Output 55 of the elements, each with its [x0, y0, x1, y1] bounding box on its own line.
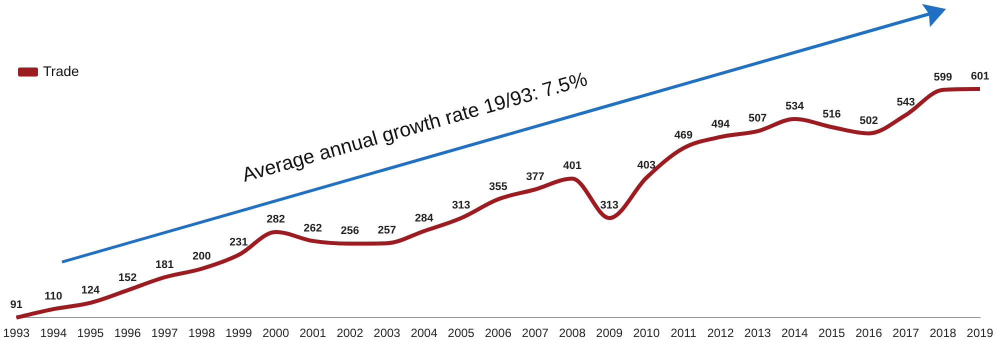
data-label: 282: [266, 214, 285, 226]
data-label: 181: [155, 258, 174, 271]
data-label: 124: [81, 284, 101, 296]
x-tick-label: 2011: [670, 326, 697, 340]
data-label: 91: [10, 299, 22, 312]
x-tick-label: 2006: [484, 326, 512, 340]
x-tick-label: 1993: [2, 326, 30, 340]
x-tick-label: 2001: [300, 326, 327, 340]
x-tick-label: 2002: [336, 326, 364, 340]
data-label: 401: [563, 160, 582, 172]
data-label: 469: [674, 130, 693, 142]
x-tick-label: 1997: [151, 326, 178, 340]
data-label: 256: [340, 225, 360, 238]
legend-label: Trade: [43, 62, 80, 79]
x-tick-label: 2009: [596, 326, 624, 340]
data-label: 377: [526, 170, 544, 183]
data-label: 200: [192, 250, 211, 262]
data-label: 534: [786, 100, 805, 113]
data-label: 231: [230, 236, 248, 248]
x-tick-label: 2010: [633, 326, 660, 340]
x-tick-label: 2017: [892, 326, 920, 340]
x-tick-label: 1998: [188, 326, 216, 340]
x-tick-label: 2005: [448, 326, 475, 340]
data-label: 507: [748, 112, 767, 125]
x-tick-label: 2000: [262, 326, 290, 340]
x-tick-label: 1995: [77, 326, 104, 340]
x-tick-label: 2018: [930, 326, 957, 340]
data-label: 152: [118, 272, 137, 284]
data-label: 494: [711, 118, 731, 130]
data-label: 355: [488, 180, 508, 193]
x-tick-label: 2007: [522, 326, 549, 340]
x-tick-label: 2014: [781, 326, 808, 340]
x-tick-label: 1996: [114, 326, 142, 340]
data-label: 601: [970, 70, 990, 83]
data-label: 262: [304, 222, 322, 234]
x-tick-label: 1999: [225, 326, 252, 340]
data-label: 257: [378, 224, 396, 237]
x-tick-label: 2004: [410, 326, 438, 340]
x-tick-label: 2008: [558, 326, 586, 340]
data-label: 313: [452, 200, 470, 212]
data-label: 403: [637, 159, 656, 172]
x-tick-label: 2012: [707, 326, 734, 340]
data-label: 502: [860, 114, 878, 127]
x-tick-label: 2019: [966, 326, 994, 340]
data-label: 313: [600, 200, 619, 212]
data-label: 110: [44, 290, 62, 303]
x-tick-label: 2003: [374, 326, 401, 340]
data-label: 599: [934, 71, 952, 84]
data-label: 516: [822, 108, 841, 121]
data-label: 284: [414, 212, 434, 225]
x-tick-label: 2016: [855, 326, 882, 340]
data-label: 543: [896, 96, 916, 109]
x-tick-label: 2013: [744, 326, 772, 340]
x-tick-label: 2015: [818, 326, 846, 340]
x-tick-label: 1994: [40, 326, 68, 340]
